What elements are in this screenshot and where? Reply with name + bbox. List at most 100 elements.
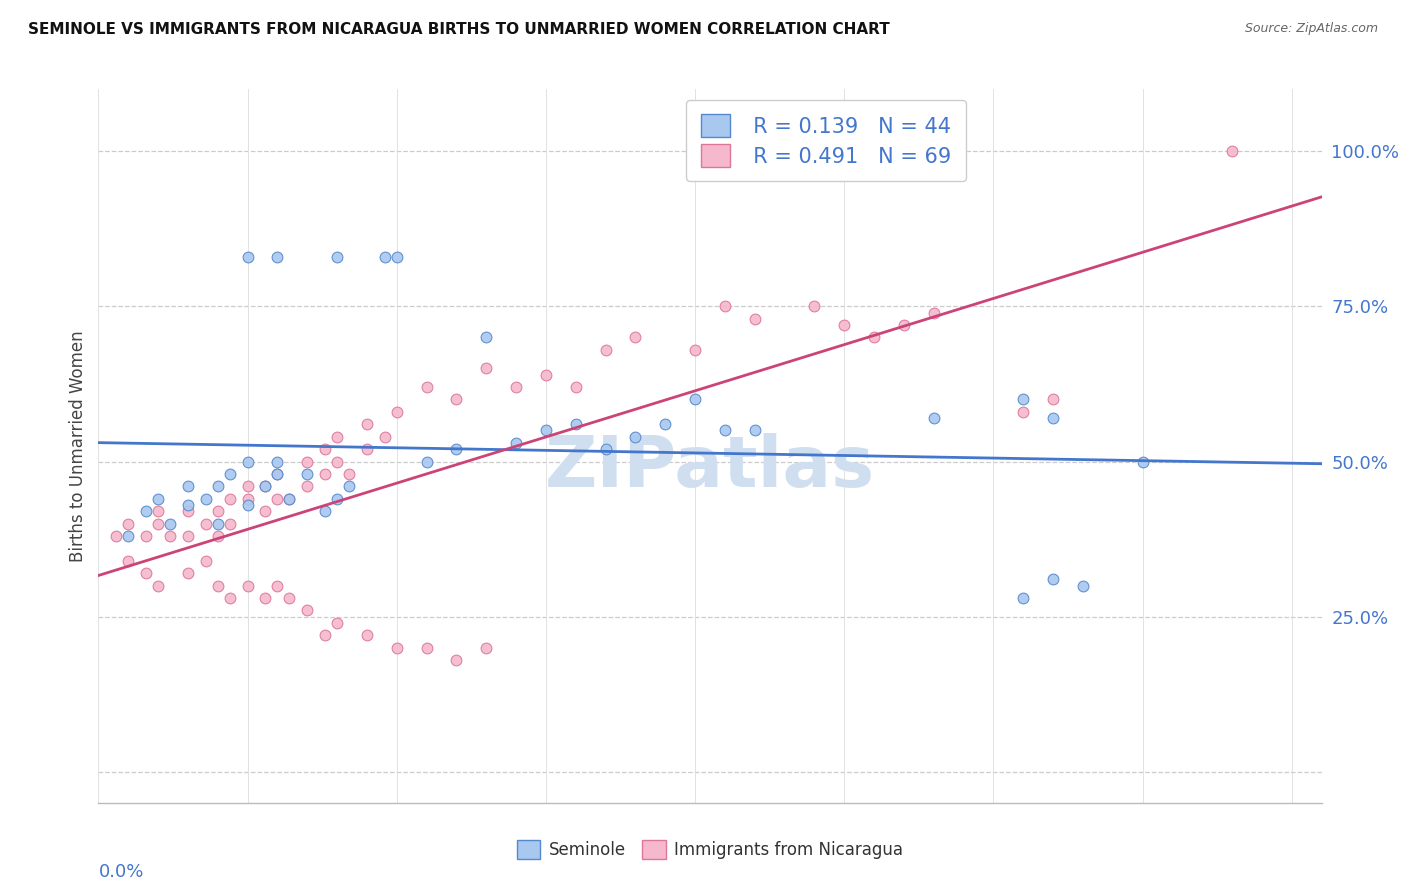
Point <box>385 405 408 419</box>
Point <box>135 504 157 518</box>
Point <box>314 504 336 518</box>
Point <box>254 591 277 605</box>
Point <box>893 318 915 332</box>
Point <box>337 479 360 493</box>
Point <box>475 330 498 344</box>
Point <box>683 343 706 357</box>
Point <box>207 504 229 518</box>
Point <box>565 380 588 394</box>
Text: SEMINOLE VS IMMIGRANTS FROM NICARAGUA BIRTHS TO UNMARRIED WOMEN CORRELATION CHAR: SEMINOLE VS IMMIGRANTS FROM NICARAGUA BI… <box>28 22 890 37</box>
Point <box>236 491 259 506</box>
Point <box>337 467 360 481</box>
Point <box>1220 145 1243 159</box>
Point <box>922 305 945 319</box>
Point <box>1012 591 1035 605</box>
Point <box>326 250 349 264</box>
Point <box>297 479 319 493</box>
Point <box>565 417 588 432</box>
Point <box>177 566 200 581</box>
Point <box>314 442 336 456</box>
Point <box>534 368 557 382</box>
Text: 0.0%: 0.0% <box>98 863 143 881</box>
Point <box>446 392 468 407</box>
Point <box>326 491 349 506</box>
Point <box>266 467 288 481</box>
Point <box>744 424 766 438</box>
Point <box>415 454 437 468</box>
Point <box>415 380 437 394</box>
Point <box>177 504 200 518</box>
Point <box>863 330 886 344</box>
Point <box>595 343 617 357</box>
Point <box>714 299 737 313</box>
Point <box>505 436 527 450</box>
Point <box>714 424 737 438</box>
Point <box>326 430 349 444</box>
Point <box>595 442 617 456</box>
Point <box>803 299 825 313</box>
Point <box>1071 579 1094 593</box>
Point <box>117 554 139 568</box>
Point <box>146 491 169 506</box>
Point <box>832 318 855 332</box>
Point <box>314 467 336 481</box>
Point <box>385 250 408 264</box>
Point <box>266 454 288 468</box>
Point <box>146 504 169 518</box>
Point <box>135 529 157 543</box>
Point <box>236 454 259 468</box>
Point <box>1132 454 1154 468</box>
Point <box>254 479 277 493</box>
Point <box>297 467 319 481</box>
Point <box>1042 392 1064 407</box>
Point <box>146 516 169 531</box>
Point <box>654 417 676 432</box>
Point <box>326 454 349 468</box>
Point <box>236 579 259 593</box>
Point <box>177 479 200 493</box>
Point <box>356 417 378 432</box>
Point <box>1042 411 1064 425</box>
Point <box>374 430 396 444</box>
Point <box>624 330 647 344</box>
Point <box>922 411 945 425</box>
Point <box>475 640 498 655</box>
Point <box>159 529 181 543</box>
Legend: Seminole, Immigrants from Nicaragua: Seminole, Immigrants from Nicaragua <box>510 834 910 866</box>
Point <box>218 491 240 506</box>
Point <box>446 442 468 456</box>
Point <box>278 491 301 506</box>
Point <box>254 504 277 518</box>
Point <box>236 498 259 512</box>
Point <box>207 479 229 493</box>
Point <box>326 615 349 630</box>
Point <box>356 442 378 456</box>
Point <box>446 653 468 667</box>
Point <box>624 430 647 444</box>
Point <box>266 467 288 481</box>
Point <box>236 479 259 493</box>
Point <box>117 529 139 543</box>
Point <box>117 516 139 531</box>
Point <box>297 454 319 468</box>
Point <box>236 250 259 264</box>
Point <box>194 491 217 506</box>
Point <box>744 311 766 326</box>
Point <box>105 529 128 543</box>
Point <box>314 628 336 642</box>
Point <box>194 516 217 531</box>
Point <box>177 498 200 512</box>
Point <box>207 516 229 531</box>
Point <box>1012 392 1035 407</box>
Point <box>218 591 240 605</box>
Point <box>194 554 217 568</box>
Point <box>385 640 408 655</box>
Point <box>207 579 229 593</box>
Point <box>297 603 319 617</box>
Point <box>254 479 277 493</box>
Point <box>1042 573 1064 587</box>
Text: Source: ZipAtlas.com: Source: ZipAtlas.com <box>1244 22 1378 36</box>
Point <box>218 516 240 531</box>
Point <box>374 250 396 264</box>
Point <box>278 491 301 506</box>
